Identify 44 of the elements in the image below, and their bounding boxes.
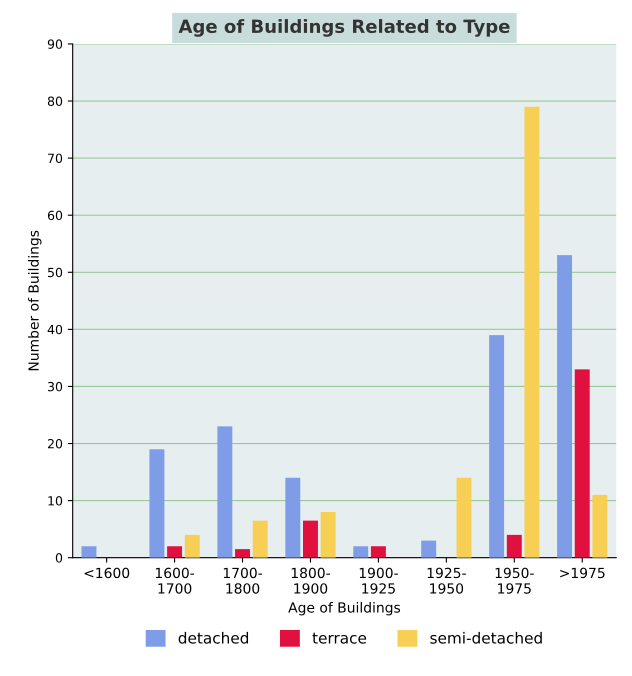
y-axis-title: Number of Buildings — [28, 230, 42, 370]
y-tick-label: 40 — [48, 324, 62, 334]
y-tick-label: 70 — [48, 154, 62, 164]
bar — [421, 540, 436, 558]
bar — [184, 534, 200, 558]
x-tick-label: >1975 — [560, 568, 605, 578]
x-tick-label: 1600- 1700 — [156, 568, 194, 594]
y-tick-label: 50 — [48, 268, 62, 278]
bar — [524, 106, 540, 558]
bar — [370, 546, 386, 558]
bar — [506, 534, 522, 558]
y-tick-label: 80 — [48, 96, 62, 106]
x-tick-label: 1925- 1950 — [428, 568, 466, 594]
legend-label: detached — [178, 632, 248, 644]
y-tick-label: 60 — [48, 210, 62, 220]
bar — [320, 512, 336, 558]
y-tick-label: 10 — [48, 496, 62, 506]
y-tick-label: 0 — [56, 553, 62, 563]
x-tick-label: 1700- 1800 — [224, 568, 262, 594]
chart-title: Age of Buildings Related to Type — [178, 19, 510, 37]
bar — [557, 255, 572, 558]
bar — [456, 478, 472, 558]
bar — [353, 546, 368, 558]
x-tick-label: 1950- 1975 — [496, 568, 534, 594]
bar — [217, 426, 232, 558]
bar — [302, 520, 318, 558]
bar — [167, 546, 182, 558]
x-tick-label: <1600 — [84, 568, 130, 578]
legend-label: terrace — [312, 632, 366, 644]
bar — [252, 520, 268, 558]
x-tick-label: 1900- 1925 — [360, 568, 398, 594]
y-tick-label: 30 — [48, 382, 62, 392]
bar — [592, 494, 608, 558]
x-tick-label: 1800- 1900 — [292, 568, 330, 594]
bar — [489, 335, 504, 558]
legend-label: semi-detached — [430, 632, 542, 644]
y-tick-label: 20 — [48, 439, 62, 448]
bar — [235, 549, 250, 558]
bar — [285, 478, 300, 558]
bar — [574, 369, 590, 558]
bar — [82, 546, 96, 558]
y-tick-label: 90 — [48, 39, 62, 49]
bar — [149, 449, 164, 558]
x-axis-title: Age of Buildings — [288, 602, 400, 616]
